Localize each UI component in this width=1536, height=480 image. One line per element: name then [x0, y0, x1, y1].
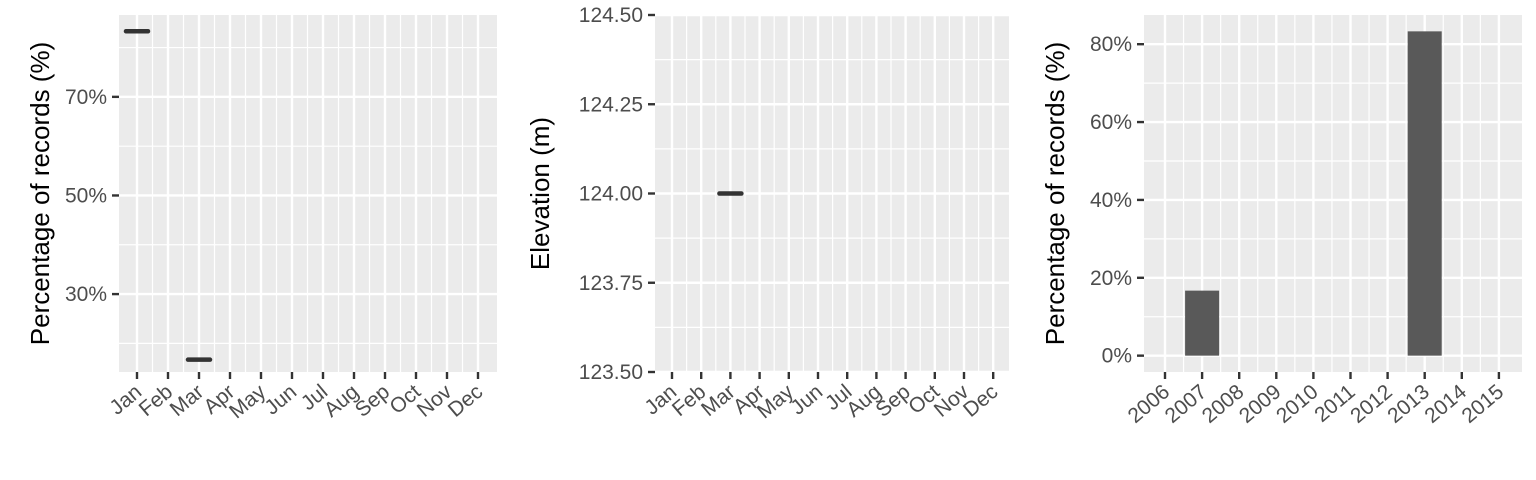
x-tick-label: Dec: [444, 380, 487, 422]
y-axis-title: Percentage of records (%): [1040, 42, 1070, 345]
y-tick-label: 40%: [1090, 189, 1132, 212]
bar-2007: [1185, 290, 1220, 356]
x-tick-label: 2015: [1458, 380, 1509, 428]
x-tick-label: Jun: [260, 380, 301, 419]
x-tick-label: Jun: [786, 380, 827, 419]
y-tick-label: 0%: [1102, 345, 1132, 368]
y-axis-title: Elevation (m): [525, 117, 555, 270]
y-tick-label: 124.25: [579, 93, 643, 116]
month-percentage-panel: 30%50%70%JanFebMarAprMayJunJulAugSepOctN…: [25, 15, 497, 423]
y-tick-label: 123.75: [579, 272, 643, 295]
y-tick-label: 60%: [1090, 111, 1132, 134]
x-tick-label: Dec: [959, 380, 1002, 422]
y-tick-label: 70%: [65, 86, 107, 109]
y-axis-title: Percentage of records (%): [25, 42, 55, 345]
y-tick-label: 20%: [1090, 267, 1132, 290]
x-tick-label: 2011: [1310, 380, 1359, 427]
y-tick-label: 124.50: [579, 4, 643, 27]
y-tick-label: 80%: [1090, 33, 1132, 56]
month-elevation-panel: 123.50123.75124.00124.25124.50JanFebMarA…: [525, 4, 1009, 423]
y-tick-label: 50%: [65, 184, 107, 207]
year-percentage-panel: 0%20%40%60%80%20062007200820092010201120…: [1040, 15, 1522, 428]
y-tick-label: 124.00: [579, 183, 643, 206]
bar-2013: [1407, 31, 1442, 356]
y-tick-label: 30%: [65, 283, 107, 306]
y-tick-label: 123.50: [579, 361, 643, 384]
